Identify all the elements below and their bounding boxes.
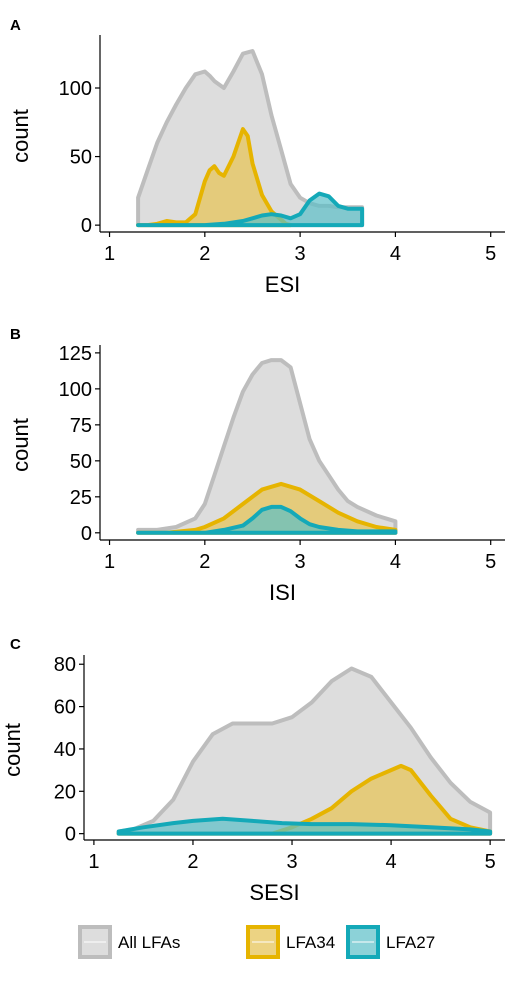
y-tick-label: 125 bbox=[59, 343, 92, 365]
x-tick-label: 1 bbox=[88, 851, 99, 873]
y-tick-label: 0 bbox=[81, 215, 92, 237]
x-tick-label: 5 bbox=[485, 851, 496, 873]
y-tick-label: 75 bbox=[70, 415, 92, 437]
y-tick-label: 50 bbox=[70, 451, 92, 473]
x-axis-title: ISI bbox=[269, 580, 296, 605]
x-tick-label: 1 bbox=[104, 551, 115, 573]
y-axis-title: count bbox=[0, 723, 25, 777]
x-tick-label: 3 bbox=[286, 851, 297, 873]
y-tick-label: 20 bbox=[54, 781, 76, 803]
y-tick-label: 0 bbox=[81, 523, 92, 545]
density-area-lfa27-panel-a bbox=[136, 191, 365, 228]
y-tick-label: 40 bbox=[54, 739, 76, 761]
x-tick-label: 4 bbox=[390, 551, 401, 573]
density-area-all-panel-b bbox=[136, 358, 398, 535]
panel-letter-a: A bbox=[10, 17, 21, 34]
x-tick-label: 3 bbox=[295, 243, 306, 265]
density-area-lfa27-panel-b bbox=[136, 504, 398, 535]
x-tick-label: 1 bbox=[104, 243, 115, 265]
y-tick-label: 100 bbox=[59, 78, 92, 100]
y-tick-label: 50 bbox=[70, 147, 92, 169]
y-tick-label: 100 bbox=[59, 379, 92, 401]
y-tick-label: 80 bbox=[54, 654, 76, 676]
density-area-lfa27-panel-c bbox=[116, 816, 493, 836]
x-axis-title: SESI bbox=[249, 880, 299, 905]
panel-letter-b: B bbox=[10, 326, 21, 343]
y-tick-label: 25 bbox=[70, 487, 92, 509]
legend-label-lfa34: LFA34 bbox=[286, 933, 335, 952]
legend-label-all: All LFAs bbox=[118, 933, 180, 952]
y-axis-title: count bbox=[8, 109, 33, 163]
x-tick-label: 5 bbox=[485, 551, 496, 573]
legend-label-lfa27: LFA27 bbox=[386, 933, 435, 952]
y-axis-title: count bbox=[8, 418, 33, 472]
y-tick-label: 0 bbox=[65, 824, 76, 846]
x-tick-label: 2 bbox=[187, 851, 198, 873]
x-tick-label: 3 bbox=[295, 551, 306, 573]
x-tick-label: 2 bbox=[199, 243, 210, 265]
x-axis-title: ESI bbox=[265, 272, 300, 297]
x-tick-label: 4 bbox=[386, 851, 397, 873]
panel-letter-c: C bbox=[10, 636, 21, 653]
x-tick-label: 4 bbox=[390, 243, 401, 265]
x-tick-label: 2 bbox=[199, 551, 210, 573]
x-tick-label: 5 bbox=[485, 243, 496, 265]
y-tick-label: 60 bbox=[54, 697, 76, 719]
